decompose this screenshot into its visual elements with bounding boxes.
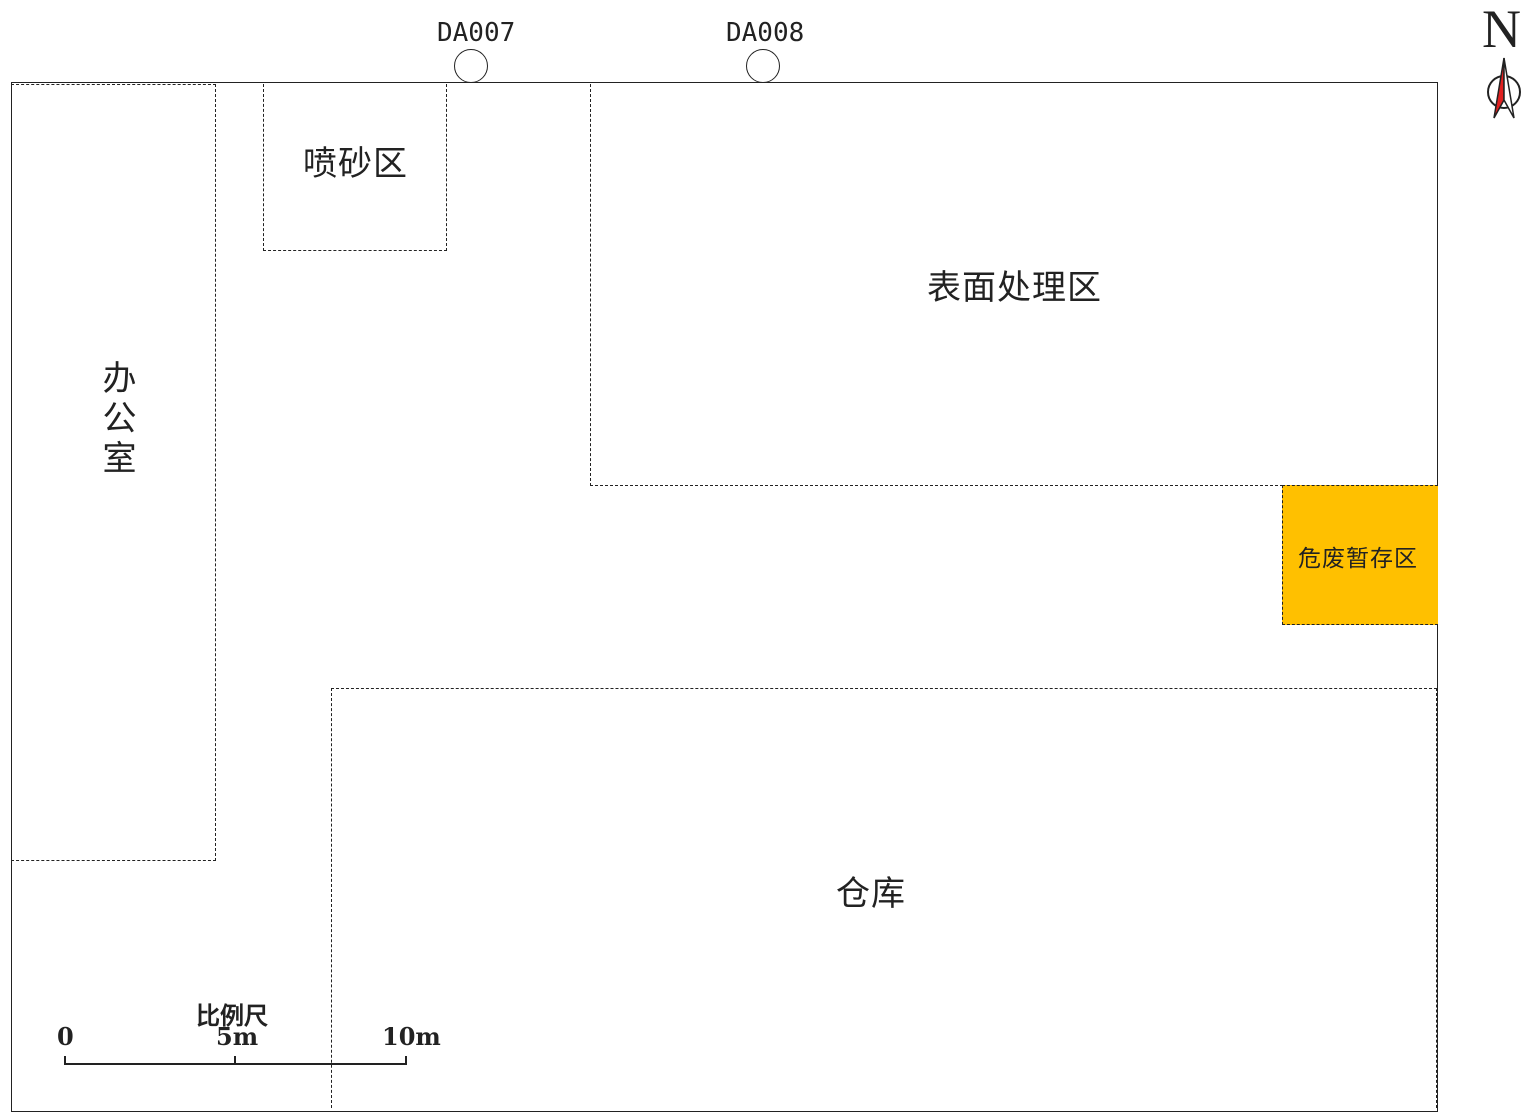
- zone-hazardous-waste-label: 危废暂存区: [1298, 546, 1418, 572]
- zone-surface-treatment-label: 表面处理区: [927, 268, 1102, 308]
- scale-tick-0: 0: [57, 1022, 74, 1051]
- zone-hazardous-waste[interactable]: [1282, 485, 1438, 625]
- scale-bar: [64, 1056, 407, 1065]
- scale-tick-10m: 10m: [382, 1022, 441, 1051]
- outlet-label-da007: DA007: [437, 18, 516, 48]
- zone-office-label: 办公室: [96, 360, 136, 480]
- scale-tick-5m: 5m: [216, 1022, 259, 1051]
- outlet-marker-da008[interactable]: [746, 49, 780, 83]
- zone-sandblast-label: 喷砂区: [303, 144, 408, 184]
- north-arrow-icon: [1487, 57, 1521, 119]
- zone-office[interactable]: [11, 84, 216, 861]
- zone-sandblast[interactable]: [263, 84, 447, 251]
- zone-surface-treatment[interactable]: [590, 84, 1438, 486]
- outlet-marker-da007[interactable]: [454, 49, 488, 83]
- north-arrow-label: N: [1482, 0, 1521, 59]
- zone-warehouse[interactable]: [331, 688, 1437, 1108]
- scale-bar-title: 比例尺: [196, 1001, 268, 1030]
- zone-warehouse-label: 仓库: [836, 874, 906, 914]
- outlet-label-da008: DA008: [726, 18, 805, 48]
